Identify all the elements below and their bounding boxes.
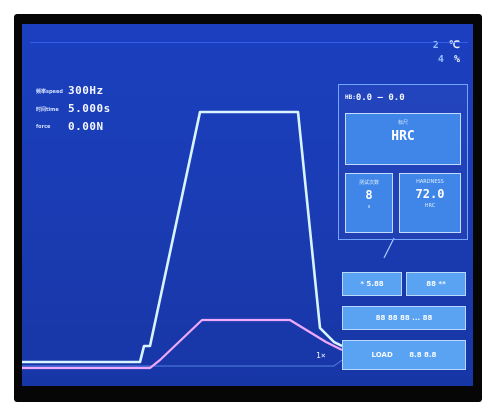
speed-label: 频率speed (36, 88, 63, 95)
plot-multiplier: 1× (316, 351, 326, 360)
test-count-value: 8 (365, 188, 373, 202)
scale-box[interactable]: 标尺 HRC (345, 113, 461, 165)
force-label: force (36, 124, 51, 130)
load-button-value: 8.8 8.8 (409, 351, 437, 359)
main-trace (22, 110, 343, 364)
humidity-unit: % (453, 54, 461, 65)
scale-value: HRC (391, 129, 415, 144)
screen-divider (30, 42, 468, 43)
load-button[interactable]: LOAD 8.8 8.8 (342, 340, 466, 370)
middle-button-label: 88 88 88 ... 88 (375, 314, 433, 322)
speed-readout: 频率speed 300Hz (36, 84, 104, 97)
hb-range: HB:0.0 — 0.0 (345, 93, 405, 103)
time-readout: 时间time 5.000s (36, 102, 111, 115)
display-screen: 2 ℃ 4 % 频率speed 300Hz 时间time 5.000s force 0… (22, 24, 473, 386)
middle-button[interactable]: 88 88 88 ... 88 (342, 306, 466, 330)
test-count-box[interactable]: 测试次数 8 s (345, 173, 393, 233)
hb-label: HB: (345, 94, 356, 101)
humidity-readout: 4 % (438, 54, 461, 65)
hardness-label: HARDNESS (416, 179, 444, 185)
temperature-readout: 2 ℃ (433, 40, 461, 51)
left-top-button[interactable]: * 5.88 (342, 272, 402, 296)
force-readout: force 0.00N (36, 120, 104, 133)
right-top-button[interactable]: 88 ** (406, 272, 466, 296)
load-button-label: LOAD (371, 351, 393, 359)
panel-connector (383, 237, 395, 259)
measurement-panel: HB:0.0 — 0.0 标尺 HRC 测试次数 8 s HARDNESS 72… (338, 84, 468, 240)
left-top-button-label: * 5.88 (360, 280, 384, 288)
hardness-unit: HRC (424, 203, 436, 209)
time-label: 时间time (36, 106, 59, 113)
plot-baseline (22, 359, 343, 367)
force-time-plot (22, 110, 395, 370)
hb-value: 0.0 — 0.0 (355, 93, 405, 103)
force-value: 0.00N (68, 120, 104, 133)
temperature-unit: ℃ (448, 40, 461, 51)
scale-label: 标尺 (397, 120, 408, 126)
test-count-unit: s (367, 204, 371, 210)
time-value: 5.000s (68, 102, 111, 115)
hardness-box[interactable]: HARDNESS 72.0 HRC (399, 173, 461, 233)
hardness-value: 72.0 (415, 187, 445, 201)
secondary-trace (22, 318, 343, 370)
test-count-label: 测试次数 (358, 180, 379, 186)
temperature-value: 2 (432, 40, 440, 51)
right-top-button-label: 88 ** (426, 280, 446, 288)
speed-value: 300Hz (68, 84, 104, 97)
humidity-value: 4 (437, 54, 445, 65)
